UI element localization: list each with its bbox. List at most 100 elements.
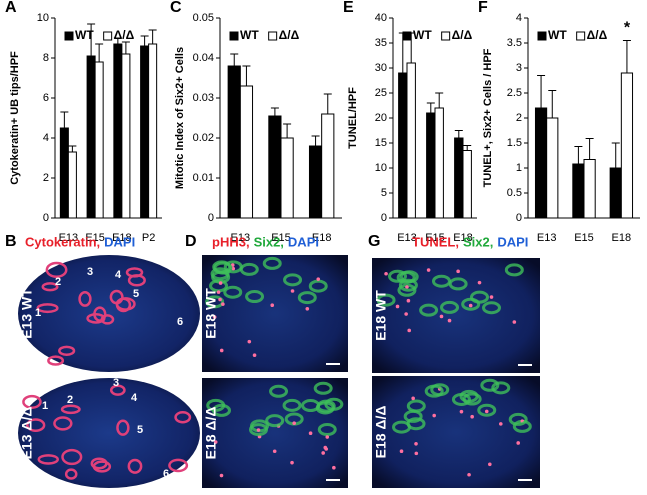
six2-cap [462,392,482,406]
six2-cap [392,420,412,434]
nucleus-dot [212,315,217,319]
x-tick-label: E13 [59,232,79,244]
x-tick-label: E15 [85,232,105,244]
micrograph [18,255,200,372]
structure-number: 3 [113,377,119,389]
error-bar [121,41,130,54]
nucleus-dot [213,440,218,444]
y-tick-label: 3 [516,62,522,74]
y-axis-label: Cytokeratin+ UB tips/HPF [9,51,21,185]
panel-label: C [170,0,182,16]
nucleus-dot [468,303,473,308]
bar [148,43,158,219]
six2-cap [297,291,317,305]
nucleus-dot [414,451,419,456]
six2-cap [239,262,259,276]
x-tick-label: E13 [397,232,417,244]
nucleus-dot [221,302,225,306]
nucleus-dot [256,428,261,432]
nucleus-dot [252,353,257,358]
nucleus-dot [512,320,517,324]
tubule [22,394,42,409]
y-tick-label: 2.5 [507,87,522,99]
error-bar [454,130,463,138]
six2-cap [205,295,225,309]
six2-cap [491,381,511,395]
bar [121,53,131,219]
annotation: * [624,20,631,37]
nucleus-dot [290,460,294,465]
legend-swatch [537,31,547,41]
bar [546,117,559,219]
tubule [116,419,130,436]
stain-label: Six2, [254,234,284,249]
legend-label: Δ/Δ [114,28,135,42]
nucleus-dot [247,339,252,344]
tubule [115,297,136,311]
bar [239,85,254,219]
six2-cap [308,279,328,293]
bar [321,113,335,219]
row-label: E18 WT [203,288,219,339]
six2-cap [212,403,232,417]
nucleus-dot [399,449,404,454]
six2-cap [403,409,423,423]
error-bar [537,75,546,108]
micrograph [202,255,348,372]
tubule [78,291,92,307]
six2-cap [419,303,439,317]
six2-cap [504,263,524,277]
x-tick-label: P2 [142,232,155,244]
bar [86,55,96,219]
structure-number: 4 [131,392,138,404]
legend-label: Δ/Δ [452,28,473,42]
six2-cap [432,274,452,288]
six2-cap [269,384,289,398]
six2-cap [245,290,265,304]
nucleus-dot [219,473,224,478]
bar [426,112,436,219]
x-tick-label: E15 [425,232,445,244]
legend-swatch [103,31,113,41]
panel-label: G [368,233,380,250]
y-tick-label: 0.03 [193,92,214,104]
six2-cap [223,285,243,299]
nucleus-dot [218,281,223,285]
tubule [86,313,106,324]
y-tick-label: 0.5 [507,187,522,199]
six2-cap [477,403,497,417]
nucleus-dot [270,303,275,308]
y-tick-label: 35 [375,37,387,49]
y-tick-label: 3.5 [507,37,522,49]
y-tick-label: 2 [516,112,522,124]
y-tick-label: 0 [381,212,387,224]
legend-swatch [576,31,586,41]
nucleus-dot [432,413,436,418]
nucleus-dot [459,409,464,414]
stain-label: DAPI [288,234,319,249]
x-tick-label: E18 [112,232,132,244]
legend-label: WT [413,28,432,42]
legend-label: WT [548,28,567,42]
stain-label: Cytokeratin, [25,234,100,249]
row-label: E18 WT [373,290,389,341]
nucleus-dot [308,431,313,436]
nucleus-dot [484,409,489,414]
y-tick-label: 15 [375,137,387,149]
six2-cap [508,412,528,426]
y-tick-label: 0.01 [193,172,214,184]
structure-number: 6 [177,316,183,328]
bar [280,137,294,219]
legend-label: Δ/Δ [587,28,608,42]
six2-cap [398,278,418,292]
y-tick-label: 25 [375,87,387,99]
bar [454,137,464,219]
nucleus-dot [290,289,295,293]
y-tick-label: 40 [375,12,387,24]
y-axis-label: TUNEL/HPF [347,87,359,149]
error-bar [283,123,292,138]
tubule [41,282,59,292]
bar [406,62,416,219]
six2-cap [480,378,500,392]
